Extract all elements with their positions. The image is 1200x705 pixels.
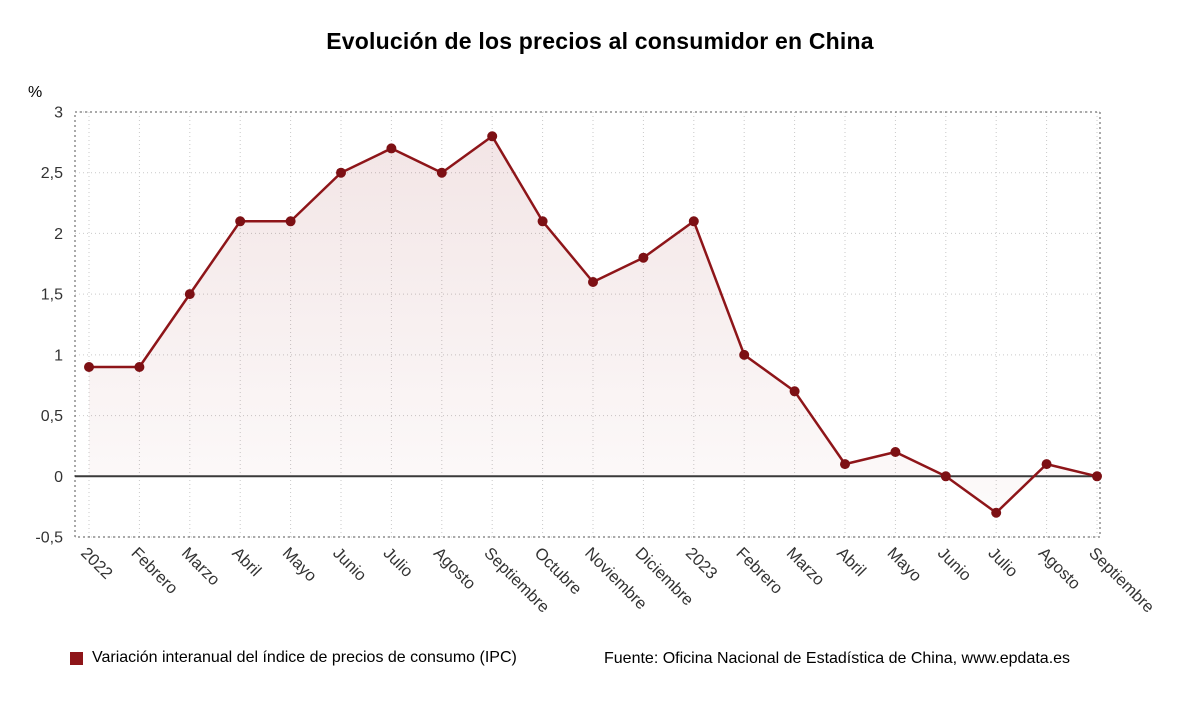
data-point <box>940 471 951 482</box>
y-tick-label: 1,5 <box>41 287 63 304</box>
x-tick-label: Julio <box>380 544 417 581</box>
data-point <box>638 252 649 263</box>
data-point <box>890 447 901 457</box>
y-tick-label: 2 <box>54 226 63 243</box>
data-point <box>739 349 750 360</box>
y-tick-label: 0 <box>54 469 63 486</box>
x-tick-label: Marzo <box>178 544 223 589</box>
x-tick-label: Febrero <box>128 544 182 598</box>
x-tick-label: Junio <box>329 544 370 585</box>
legend-swatch-icon <box>70 651 83 665</box>
area-fill <box>89 136 1097 513</box>
data-point <box>184 289 195 300</box>
data-point <box>991 507 1002 518</box>
x-tick-label: Marzo <box>783 544 828 589</box>
data-point <box>1041 459 1052 470</box>
x-tick-label: Agosto <box>1035 544 1084 593</box>
data-point <box>487 131 498 142</box>
data-point <box>285 216 296 227</box>
data-point <box>588 277 598 287</box>
y-tick-label: 3 <box>54 105 63 122</box>
data-point <box>1092 471 1102 482</box>
x-tick-label: 2022 <box>77 544 116 583</box>
data-point <box>840 459 850 470</box>
source-text: Fuente: Oficina Nacional de Estadística … <box>604 650 1071 667</box>
data-point <box>789 386 800 397</box>
x-tick-label: Septiembre <box>1085 544 1157 616</box>
data-point <box>436 167 447 178</box>
data-point <box>235 216 246 227</box>
x-tick-label: Agosto <box>430 544 479 593</box>
x-tick-label: Mayo <box>884 544 925 585</box>
x-tick-label: 2023 <box>682 544 721 583</box>
y-tick-label: 2,5 <box>41 165 63 182</box>
x-tick-label: Abril <box>228 544 264 580</box>
data-point <box>386 143 397 154</box>
data-point <box>84 362 94 372</box>
y-tick-label: 0,5 <box>41 408 63 425</box>
legend: Variación interanual del índice de preci… <box>70 649 517 667</box>
x-tick-label: Mayo <box>279 544 320 585</box>
y-tick-label: -0,5 <box>35 530 63 547</box>
data-point <box>688 216 699 227</box>
x-tick-label: Abril <box>833 544 869 580</box>
chart-title: Evolución de los precios al consumidor e… <box>326 28 874 54</box>
y-tick-label: 1 <box>54 347 63 364</box>
data-point <box>336 167 346 178</box>
data-point <box>537 216 548 227</box>
data-point <box>134 362 145 372</box>
x-tick-label: Junio <box>934 544 975 585</box>
y-axis-unit-label: % <box>28 84 42 101</box>
legend-series-label: Variación interanual del índice de preci… <box>92 649 517 666</box>
x-tick-label: Julio <box>984 544 1021 581</box>
x-tick-label: Febrero <box>732 544 786 598</box>
